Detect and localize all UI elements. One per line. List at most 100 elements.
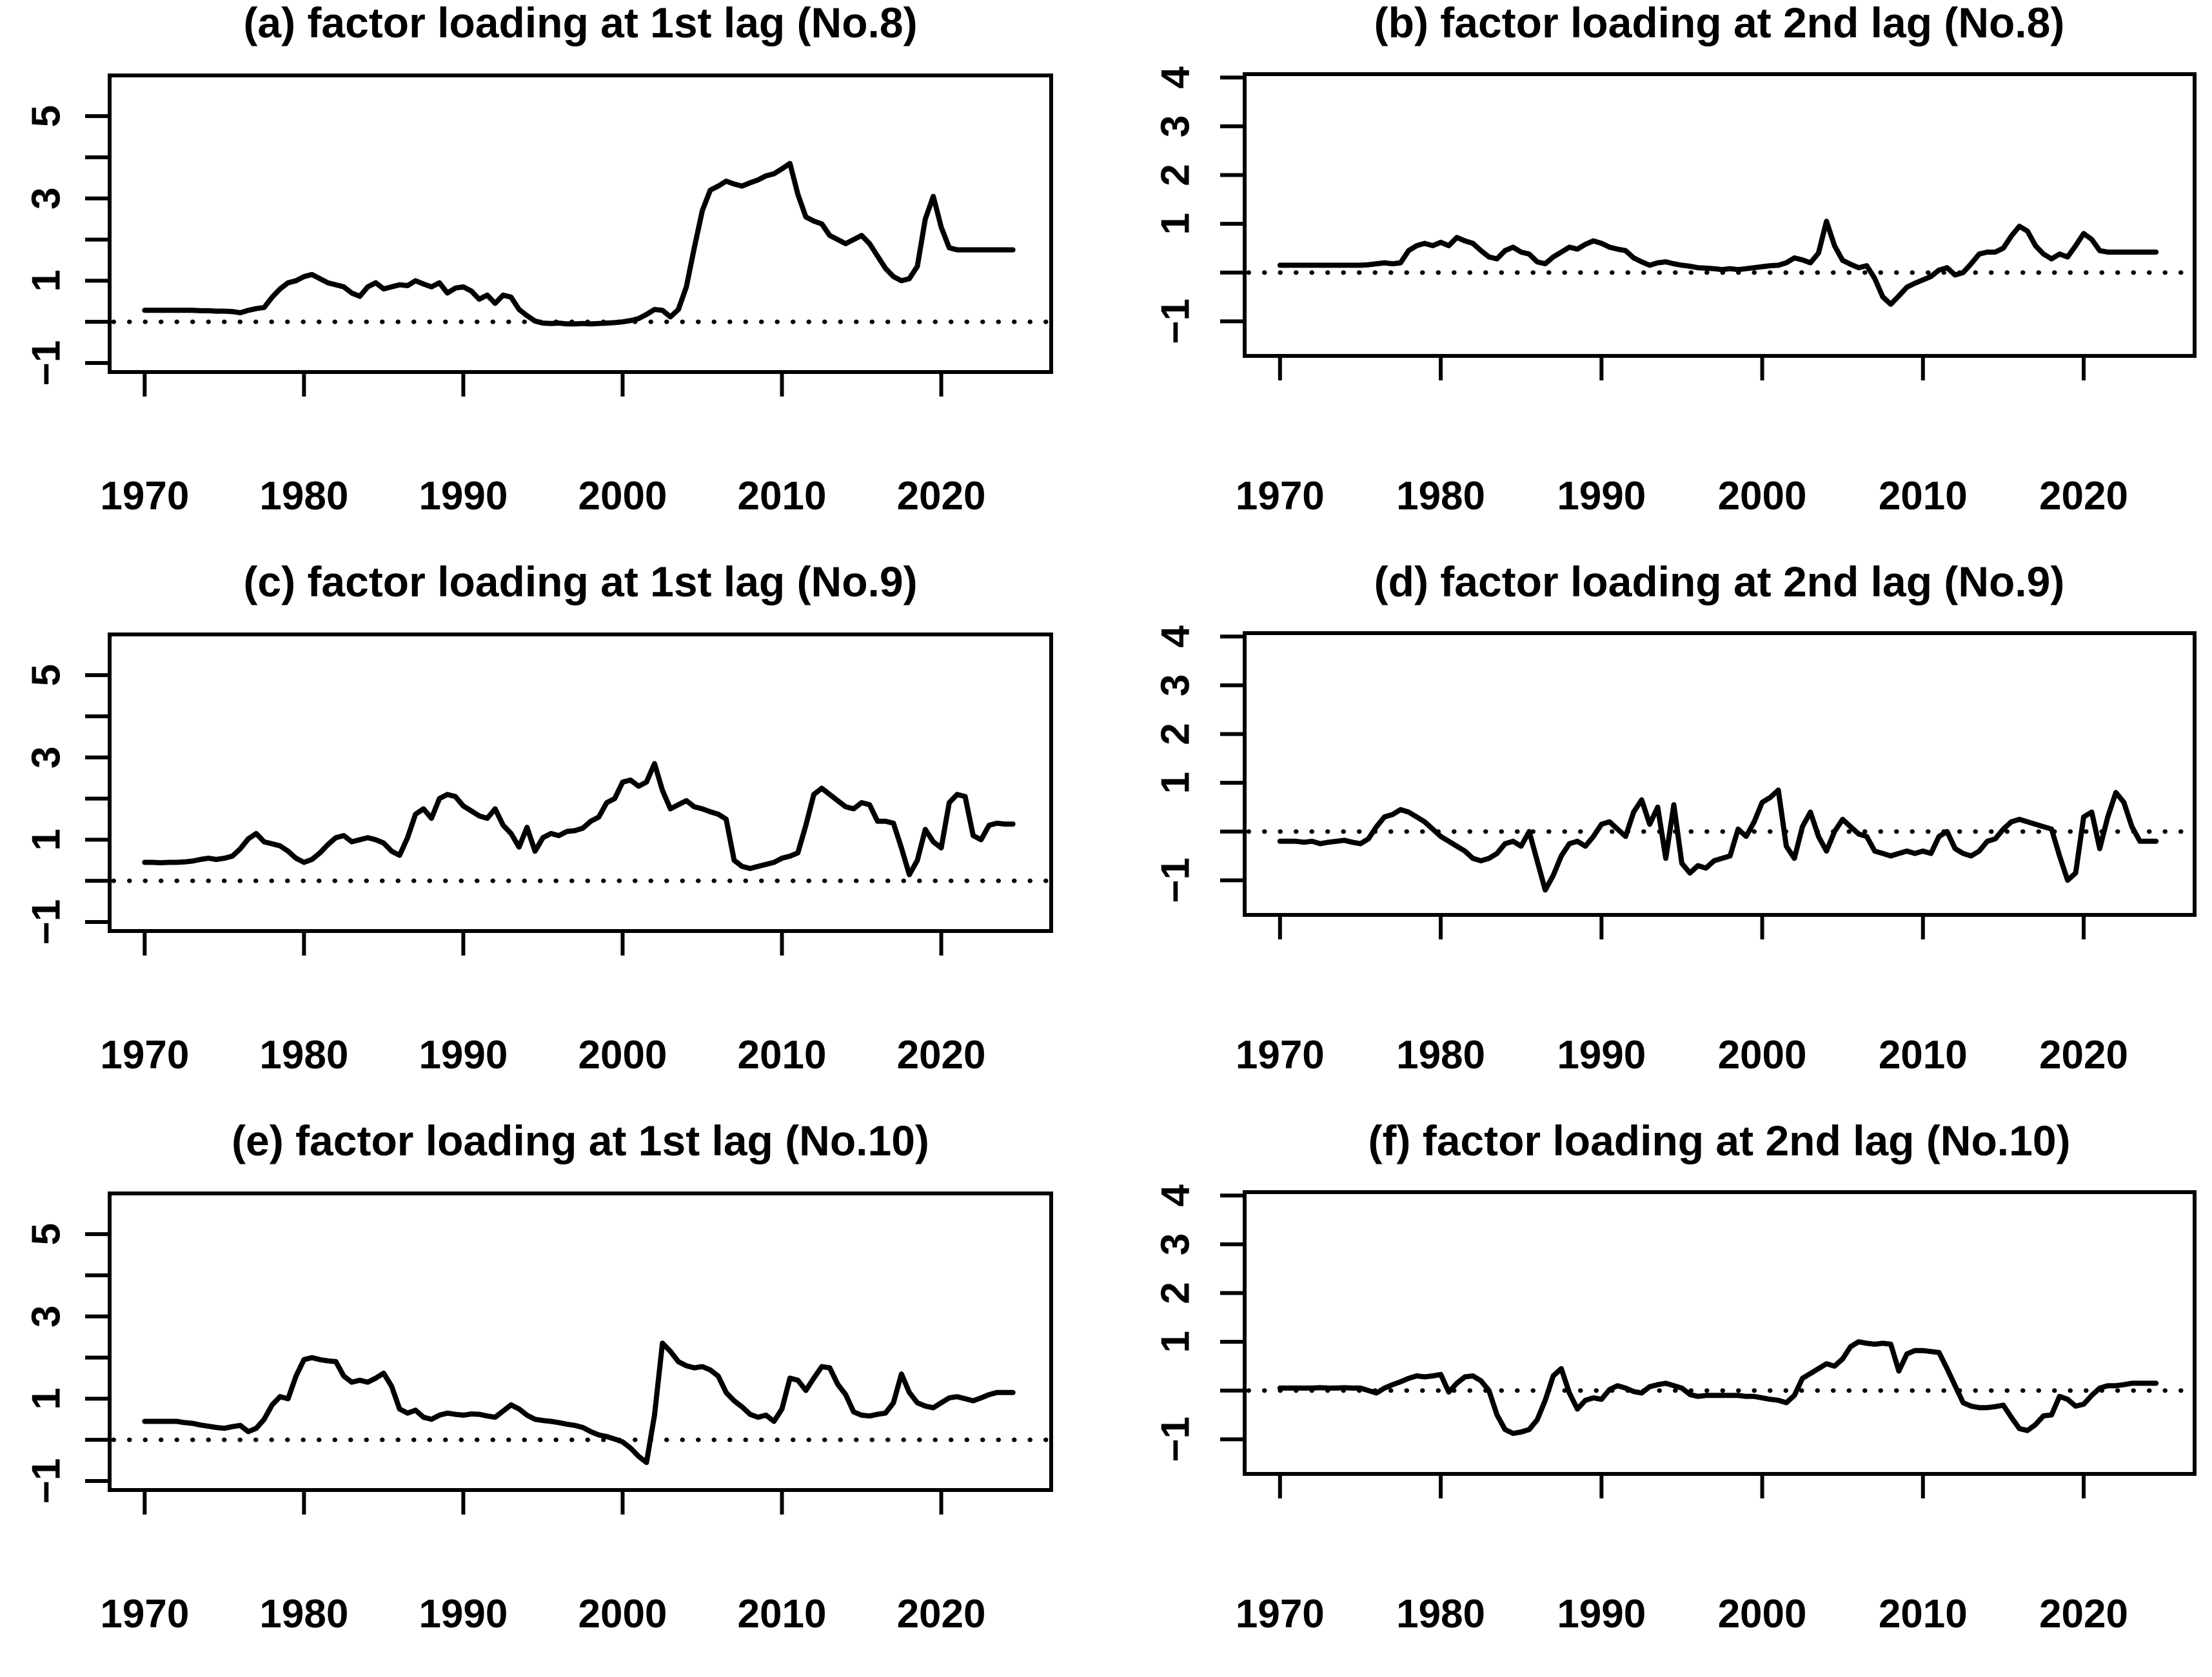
plot-area-b: 1970 1980 1990 2000 2010 2020 −1 1 2 3 4: [1154, 66, 2197, 518]
panel-f-title: (f) factor loading at 2nd lag (No.10): [1368, 1118, 2070, 1164]
x-tick-label: 1970: [100, 1033, 189, 1077]
plot-area-d: 1970 1980 1990 2000 2010 2020 −1 1 2 3 4: [1154, 625, 2197, 1077]
x-tick-label: 2000: [578, 474, 667, 518]
y-tick-label: 1: [25, 270, 69, 291]
y-tick-label: 5: [25, 1223, 69, 1245]
series-line: [142, 761, 1016, 878]
x-tick-label: 2000: [1718, 1033, 1807, 1077]
panel-b: (b) factor loading at 2nd lag (No.8) 197…: [1106, 0, 2212, 559]
series-line: [1277, 1339, 2159, 1437]
axis-box: [1243, 1190, 2197, 1476]
x-tick-label: 2000: [578, 1033, 667, 1077]
plot-area-c: 1970 1980 1990 2000 2010 2020 −1 1 3 5: [25, 633, 1053, 1077]
plot-e: (e) factor loading at 1st lag (No.10) 19…: [25, 1118, 1053, 1636]
y-tick-label: 2: [1154, 164, 1198, 186]
x-tick-label: 2020: [2039, 474, 2128, 518]
plot-a: (a) factor loading at 1st lag (No.8) 197…: [25, 0, 1053, 518]
x-tick-label: 1980: [259, 1592, 348, 1636]
y-tick-label: −1: [25, 340, 69, 386]
y-tick-label: 1: [1154, 772, 1198, 794]
x-tick-label: 1970: [100, 1592, 189, 1636]
x-tick-label: 2020: [897, 474, 986, 518]
x-tick-label: 1980: [1396, 474, 1485, 518]
y-tick-label: −1: [25, 1458, 69, 1504]
y-tick-label: 1: [1154, 1331, 1198, 1353]
plot-area-f: 1970 1980 1990 2000 2010 2020 −1 1 2 3 4: [1154, 1184, 2197, 1636]
x-tick-label: 2020: [897, 1592, 986, 1636]
x-tick-label: 1980: [1396, 1033, 1485, 1077]
axis-box: [108, 74, 1053, 374]
y-tick-label: −1: [1154, 858, 1198, 903]
y-tick-label: 4: [1154, 1184, 1198, 1207]
x-tick-label: 2010: [738, 1033, 827, 1077]
x-tick-label: 1990: [1557, 1033, 1646, 1077]
panel-c: (c) factor loading at 1st lag (No.9) 197…: [0, 559, 1106, 1118]
x-tick-label: 1970: [1236, 1592, 1325, 1636]
y-tick-label: 2: [1154, 723, 1198, 745]
x-tick-label: 2000: [1718, 474, 1807, 518]
x-tick-label: 2010: [738, 474, 827, 518]
x-tick-label: 1970: [1236, 1033, 1325, 1077]
axis-box: [108, 1192, 1053, 1492]
x-tick-label: 2020: [2039, 1592, 2128, 1636]
y-tick-label: 3: [1154, 1233, 1198, 1255]
x-tick-label: 1990: [419, 1592, 508, 1636]
series-line: [1277, 787, 2159, 893]
x-tick-label: 1980: [1396, 1592, 1485, 1636]
x-tick-label: 1970: [1236, 474, 1325, 518]
x-tick-label: 1970: [100, 474, 189, 518]
y-tick-label: 3: [25, 747, 69, 769]
x-tick-label: 1990: [1557, 1592, 1646, 1636]
y-tick-label: 1: [1154, 213, 1198, 235]
x-tick-label: 1990: [419, 474, 508, 518]
x-tick-label: 2020: [897, 1033, 986, 1077]
x-tick-label: 1980: [259, 474, 348, 518]
y-tick-label: 5: [25, 105, 69, 127]
y-tick-label: 3: [25, 1306, 69, 1328]
axis-box: [1243, 631, 2197, 917]
panel-e-title: (e) factor loading at 1st lag (No.10): [232, 1118, 929, 1164]
x-tick-label: 2000: [1718, 1592, 1807, 1636]
y-tick-label: 2: [1154, 1282, 1198, 1304]
y-tick-label: 1: [25, 829, 69, 850]
x-tick-label: 1980: [259, 1033, 348, 1077]
axis-box: [108, 633, 1053, 933]
plot-b: (b) factor loading at 2nd lag (No.8) 197…: [1154, 0, 2197, 518]
panel-f: (f) factor loading at 2nd lag (No.10) 19…: [1106, 1118, 2212, 1677]
x-tick-label: 1990: [1557, 474, 1646, 518]
y-tick-label: 4: [1154, 625, 1198, 648]
y-tick-label: −1: [1154, 299, 1198, 344]
x-tick-label: 2010: [1879, 1592, 1968, 1636]
series-line: [1277, 219, 2159, 307]
panel-e: (e) factor loading at 1st lag (No.10) 19…: [0, 1118, 1106, 1677]
x-tick-label: 2010: [1879, 474, 1968, 518]
x-tick-label: 2010: [738, 1592, 827, 1636]
series-line: [142, 161, 1016, 327]
panel-d-title: (d) factor loading at 2nd lag (No.9): [1374, 559, 2065, 605]
x-tick-label: 2010: [1879, 1033, 1968, 1077]
plot-area-a: 1970 1980 1990 2000 2010 2020 −1 1 3 5: [25, 74, 1053, 518]
x-tick-label: 2000: [578, 1592, 667, 1636]
y-tick-label: 3: [25, 188, 69, 210]
y-tick-label: 5: [25, 664, 69, 686]
panel-a-title: (a) factor loading at 1st lag (No.8): [243, 0, 917, 46]
plot-f: (f) factor loading at 2nd lag (No.10) 19…: [1154, 1118, 2197, 1636]
y-tick-label: 3: [1154, 674, 1198, 696]
panel-c-title: (c) factor loading at 1st lag (No.9): [243, 559, 917, 605]
plot-c: (c) factor loading at 1st lag (No.9) 197…: [25, 559, 1053, 1077]
x-tick-label: 1990: [419, 1033, 508, 1077]
plot-d: (d) factor loading at 2nd lag (No.9) 197…: [1154, 559, 2197, 1077]
y-tick-label: −1: [25, 899, 69, 945]
series-line: [142, 1340, 1016, 1466]
x-tick-label: 2020: [2039, 1033, 2128, 1077]
plot-area-e: 1970 1980 1990 2000 2010 2020 −1 1 3 5: [25, 1192, 1053, 1636]
y-tick-label: 3: [1154, 115, 1198, 137]
axis-box: [1243, 72, 2197, 358]
panel-d: (d) factor loading at 2nd lag (No.9) 197…: [1106, 559, 2212, 1118]
y-tick-label: −1: [1154, 1417, 1198, 1462]
panel-a: (a) factor loading at 1st lag (No.8) 197…: [0, 0, 1106, 559]
panel-b-title: (b) factor loading at 2nd lag (No.8): [1374, 0, 2065, 46]
y-tick-label: 1: [25, 1388, 69, 1409]
y-tick-label: 4: [1154, 66, 1198, 89]
